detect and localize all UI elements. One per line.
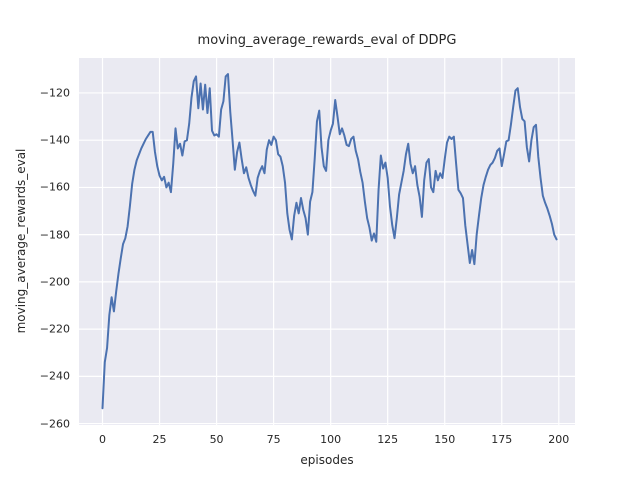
y-tick-label: −180 <box>39 228 70 242</box>
x-tick-label: 125 <box>377 433 399 446</box>
x-tick-label: 175 <box>491 433 513 446</box>
y-tick-label: −260 <box>39 417 70 431</box>
x-tick-label: 0 <box>98 433 106 446</box>
y-tick-label: −220 <box>39 322 70 336</box>
y-tick-label: −200 <box>39 275 70 289</box>
y-axis-label: moving_average_rewards_eval <box>14 148 28 334</box>
y-tick-label: −240 <box>39 369 70 383</box>
x-tick-label: 50 <box>209 433 224 446</box>
y-tick-label: −140 <box>39 133 70 147</box>
x-axis-label: episodes <box>300 453 354 467</box>
reward-line-series <box>101 73 558 410</box>
y-tick-label: −120 <box>39 86 70 100</box>
gridlines <box>79 58 575 425</box>
x-tick-label: 200 <box>548 433 570 446</box>
plot-svg <box>79 58 575 425</box>
x-tick-label: 75 <box>266 433 281 446</box>
y-tick-label: −160 <box>39 180 70 194</box>
x-tick-label: 100 <box>320 433 342 446</box>
x-tick-label: 25 <box>152 433 167 446</box>
plot-area <box>79 58 575 425</box>
x-tick-label: 150 <box>434 433 456 446</box>
chart-title: moving_average_rewards_eval of DDPG <box>197 33 457 48</box>
